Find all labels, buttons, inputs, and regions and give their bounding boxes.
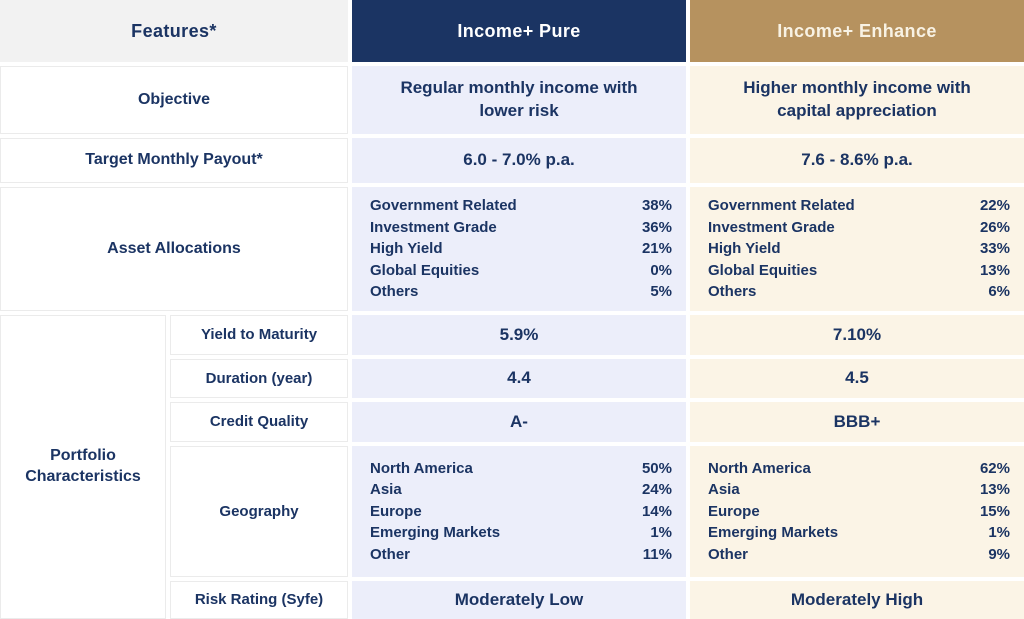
geography-value: 9% — [988, 545, 1010, 563]
yield-to-maturity-row-label: Yield to Maturity — [170, 315, 348, 355]
allocation-value: 0% — [650, 261, 672, 279]
risk-rating-row-label: Risk Rating (Syfe) — [170, 581, 348, 619]
allocation-row: Others 5% — [370, 281, 672, 303]
geography-row: Other 11% — [370, 544, 672, 566]
geography-label: Asia — [708, 481, 740, 499]
target-payout-row-label: Target Monthly Payout* — [0, 138, 348, 183]
objective-enhance-text: Higher monthly income with capital appre… — [743, 78, 971, 120]
geography-value: 11% — [642, 545, 672, 563]
objective-pure-value: Regular monthly income with lower risk — [352, 66, 686, 134]
geography-label: North America — [708, 459, 811, 477]
geography-label: Emerging Markets — [708, 524, 839, 542]
allocation-value: 26% — [979, 218, 1010, 236]
target-payout-enhance-value: 7.6 - 8.6% p.a. — [690, 138, 1024, 183]
risk-rating-pure-value: Moderately Low — [352, 581, 686, 619]
yield-to-maturity-pure-value: 5.9% — [352, 315, 686, 355]
geography-row: North America 50% — [370, 458, 672, 480]
geography-label: Emerging Markets — [370, 524, 501, 542]
geography-label: Europe — [370, 502, 422, 520]
geography-pure-list: North America 50% Asia 24% Europe 14% Emerg… — [352, 446, 686, 577]
asset-allocations-row-label: Asset Allocations — [0, 187, 348, 311]
asset-allocations-enhance-list: Government Related 22% Investment Grade 26… — [690, 187, 1024, 311]
geography-enhance-list: North America 62% Asia 13% Europe 15% Emerg… — [690, 446, 1024, 577]
yield-to-maturity-enhance-value: 7.10% — [690, 315, 1024, 355]
allocation-label: Others — [708, 283, 757, 301]
duration-enhance-value: 4.5 — [690, 359, 1024, 398]
allocation-label: Government Related — [370, 197, 517, 215]
allocation-row: Global Equities 13% — [708, 260, 1010, 282]
allocation-label: Investment Grade — [370, 218, 497, 236]
geography-row: Emerging Markets 1% — [370, 522, 672, 544]
geography-value: 15% — [979, 502, 1010, 520]
geography-value: 50% — [641, 459, 672, 477]
objective-enhance-value: Higher monthly income with capital appre… — [690, 66, 1024, 134]
allocation-row: High Yield 21% — [370, 238, 672, 260]
geography-label: Other — [708, 545, 749, 563]
allocation-row: Government Related 22% — [708, 195, 1010, 217]
geography-label: Asia — [370, 481, 402, 499]
geography-row: Asia 13% — [708, 479, 1010, 501]
geography-value: 1% — [650, 524, 672, 542]
allocation-value: 36% — [641, 218, 672, 236]
geography-value: 14% — [641, 502, 672, 520]
duration-pure-value: 4.4 — [352, 359, 686, 398]
allocation-label: Investment Grade — [708, 218, 835, 236]
income-pure-column-header: Income+ Pure — [352, 0, 686, 62]
geography-value: 1% — [988, 524, 1010, 542]
allocation-value: 5% — [650, 283, 672, 301]
allocation-row: Others 6% — [708, 281, 1010, 303]
portfolio-characteristics-row-label: Portfolio Characteristics — [0, 315, 166, 619]
geography-row: Europe 14% — [370, 501, 672, 523]
allocation-label: High Yield — [708, 240, 781, 258]
objective-pure-text: Regular monthly income with lower risk — [400, 78, 638, 120]
objective-row-label: Objective — [0, 66, 348, 134]
duration-row-label: Duration (year) — [170, 359, 348, 398]
income-enhance-column-header: Income+ Enhance — [690, 0, 1024, 62]
target-payout-pure-value: 6.0 - 7.0% p.a. — [352, 138, 686, 183]
geography-value: 13% — [979, 481, 1010, 499]
geography-row: North America 62% — [708, 458, 1010, 480]
credit-quality-row-label: Credit Quality — [170, 402, 348, 442]
allocation-value: 13% — [979, 261, 1010, 279]
allocation-label: Global Equities — [370, 261, 480, 279]
allocation-value: 6% — [988, 283, 1010, 301]
geography-row: Europe 15% — [708, 501, 1010, 523]
credit-quality-enhance-value: BBB+ — [690, 402, 1024, 442]
asset-allocations-pure-list: Government Related 38% Investment Grade 36… — [352, 187, 686, 311]
allocation-row: Government Related 38% — [370, 195, 672, 217]
allocation-row: Investment Grade 36% — [370, 217, 672, 239]
geography-row: Other 9% — [708, 544, 1010, 566]
geography-value: 62% — [979, 459, 1010, 477]
risk-rating-enhance-value: Moderately High — [690, 581, 1024, 619]
allocation-value: 21% — [641, 240, 672, 258]
geography-row: Emerging Markets 1% — [708, 522, 1010, 544]
credit-quality-pure-value: A- — [352, 402, 686, 442]
allocation-row: Global Equities 0% — [370, 260, 672, 282]
allocation-label: Global Equities — [708, 261, 818, 279]
allocation-value: 33% — [979, 240, 1010, 258]
allocation-row: High Yield 33% — [708, 238, 1010, 260]
geography-row-label: Geography — [170, 446, 348, 577]
allocation-label: High Yield — [370, 240, 443, 258]
geography-label: Europe — [708, 502, 760, 520]
geography-value: 24% — [641, 481, 672, 499]
allocation-value: 22% — [979, 197, 1010, 215]
allocation-label: Others — [370, 283, 419, 301]
geography-row: Asia 24% — [370, 479, 672, 501]
allocation-row: Investment Grade 26% — [708, 217, 1010, 239]
geography-label: North America — [370, 459, 473, 477]
allocation-value: 38% — [641, 197, 672, 215]
geography-label: Other — [370, 545, 411, 563]
allocation-label: Government Related — [708, 197, 855, 215]
features-column-header: Features* — [0, 0, 348, 62]
